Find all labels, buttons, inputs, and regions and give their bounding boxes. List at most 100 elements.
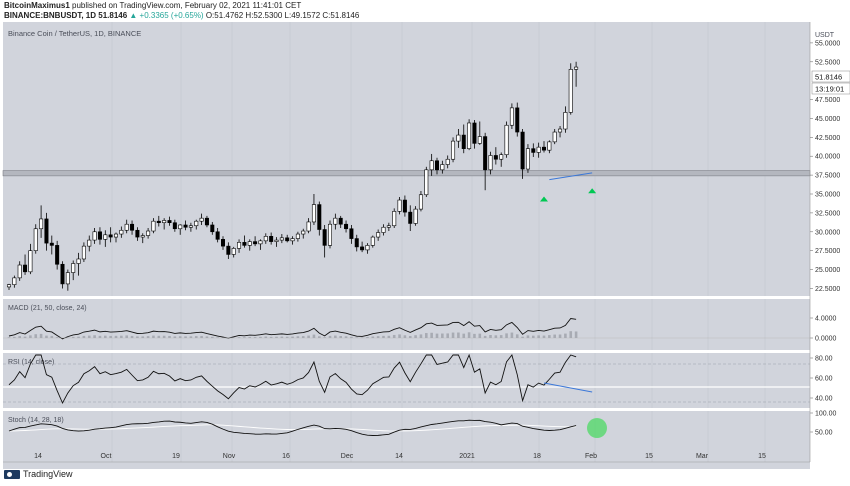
macd-histogram-bar [435,333,439,338]
candle-body [322,229,327,246]
time-tick-label: 2021 [459,453,475,460]
tradingview-logo-icon [4,469,20,479]
candle-body [306,221,311,232]
candle-body [23,264,28,273]
macd-histogram-bar [387,335,391,338]
candle-body [258,240,263,245]
candle-body [467,122,472,149]
macd-histogram-bar [248,336,252,338]
price-tick-label: 30.0000 [815,229,840,236]
candle-body [290,238,295,242]
macd-histogram-bar [441,333,444,338]
macd-histogram-bar [7,337,11,338]
macd-histogram-bar [280,336,284,338]
candle-body [71,263,76,273]
time-tick-label: 16 [282,453,290,460]
macd-histogram-bar [510,332,514,338]
last-price: 51.8146 [98,11,128,20]
candle-body [568,69,573,113]
buy-arrow-icon [540,196,548,202]
candle-body [55,245,60,265]
candle-body [33,228,38,251]
candle-body [151,220,156,232]
tradingview-footer[interactable]: TradingView [4,469,73,479]
macd-histogram-bar [339,335,342,338]
time-tick-label: Oct [101,453,112,460]
buy-arrow-icon [588,188,597,194]
publish-info: published on TradingView.com, February 0… [72,1,302,10]
candle-body [520,131,525,170]
publish-line: BitcoinMaximus1 published on TradingView… [4,1,301,10]
macd-histogram-bar [34,334,38,338]
candle-body [541,146,546,151]
macd-histogram-bar [398,334,401,338]
candle-body [344,223,349,230]
time-tick-label: 19 [172,453,180,460]
macd-histogram-bar [168,335,171,338]
candle-body [269,236,274,242]
macd-histogram-bar [77,336,80,338]
candle-body [376,232,381,238]
macd-histogram-bar [564,333,567,338]
candle-body [295,233,300,239]
macd-histogram-bar [473,333,476,338]
macd-histogram-bar [419,334,423,338]
candle-body [60,263,65,285]
macd-histogram-bar [146,336,150,338]
macd-histogram-bar [253,337,257,338]
candle-body [531,148,536,153]
stoch-highlight-circle [587,418,607,438]
macd-histogram-bar [355,337,359,338]
last-price-tag-text: 51.8146 [815,73,842,82]
candle-body [327,223,332,246]
candle-body [451,140,456,160]
macd-histogram-bar [301,336,305,338]
macd-histogram-bar [532,335,535,338]
time-tick-label: Feb [585,453,597,460]
macd-histogram-bar [526,335,530,338]
macd-histogram-bar [194,336,198,338]
candle-body [317,204,322,230]
macd-histogram-bar [275,336,278,338]
macd-histogram-bar [71,336,75,338]
candle-body [354,238,359,248]
macd-histogram-bar [259,336,262,338]
price-tick-label: 25.0000 [815,267,840,274]
candle-body [130,223,135,231]
macd-histogram-bar [574,331,578,338]
candle-body [365,245,370,251]
macd-histogram-bar [211,336,214,338]
macd-histogram-bar [285,336,289,338]
candle-body [188,225,193,228]
price-axis: 55.0000 52.5000 47.5000 45.0000 42.5000 40.00… [809,22,840,462]
candle-body [226,245,231,255]
candle-body [231,248,236,255]
macd-histogram-bar [162,335,166,338]
currency-label: USDT [815,32,835,39]
indicator-tick-label: 0.0000 [815,336,837,343]
price-tick-label: 27.5000 [815,248,840,255]
indicator-tick-label: 100.00 [815,411,837,418]
macd-histogram-bar [98,335,102,338]
price-tick-label: 45.0000 [815,116,840,123]
indicator-tick-label: 50.00 [815,430,833,437]
price-tick-label: 32.5000 [815,210,840,217]
macd-histogram-bar [537,335,540,338]
macd-histogram-bar [553,334,556,338]
candle-body [44,218,49,244]
candle-body [509,107,514,126]
candle-body [49,242,54,246]
price-tick-label: 37.5000 [815,173,840,180]
candle-body [285,237,290,242]
macd-histogram-bar [189,336,193,338]
macd-histogram-bar [323,337,326,338]
candle-body [140,235,145,238]
candle-body [28,250,33,273]
candle-body [515,107,520,133]
macd-histogram-bar [494,335,498,338]
candle-body [477,136,482,144]
macd-histogram-bar [136,336,139,338]
macd-histogram-bar [184,336,187,338]
macd-histogram-bar [152,335,155,338]
